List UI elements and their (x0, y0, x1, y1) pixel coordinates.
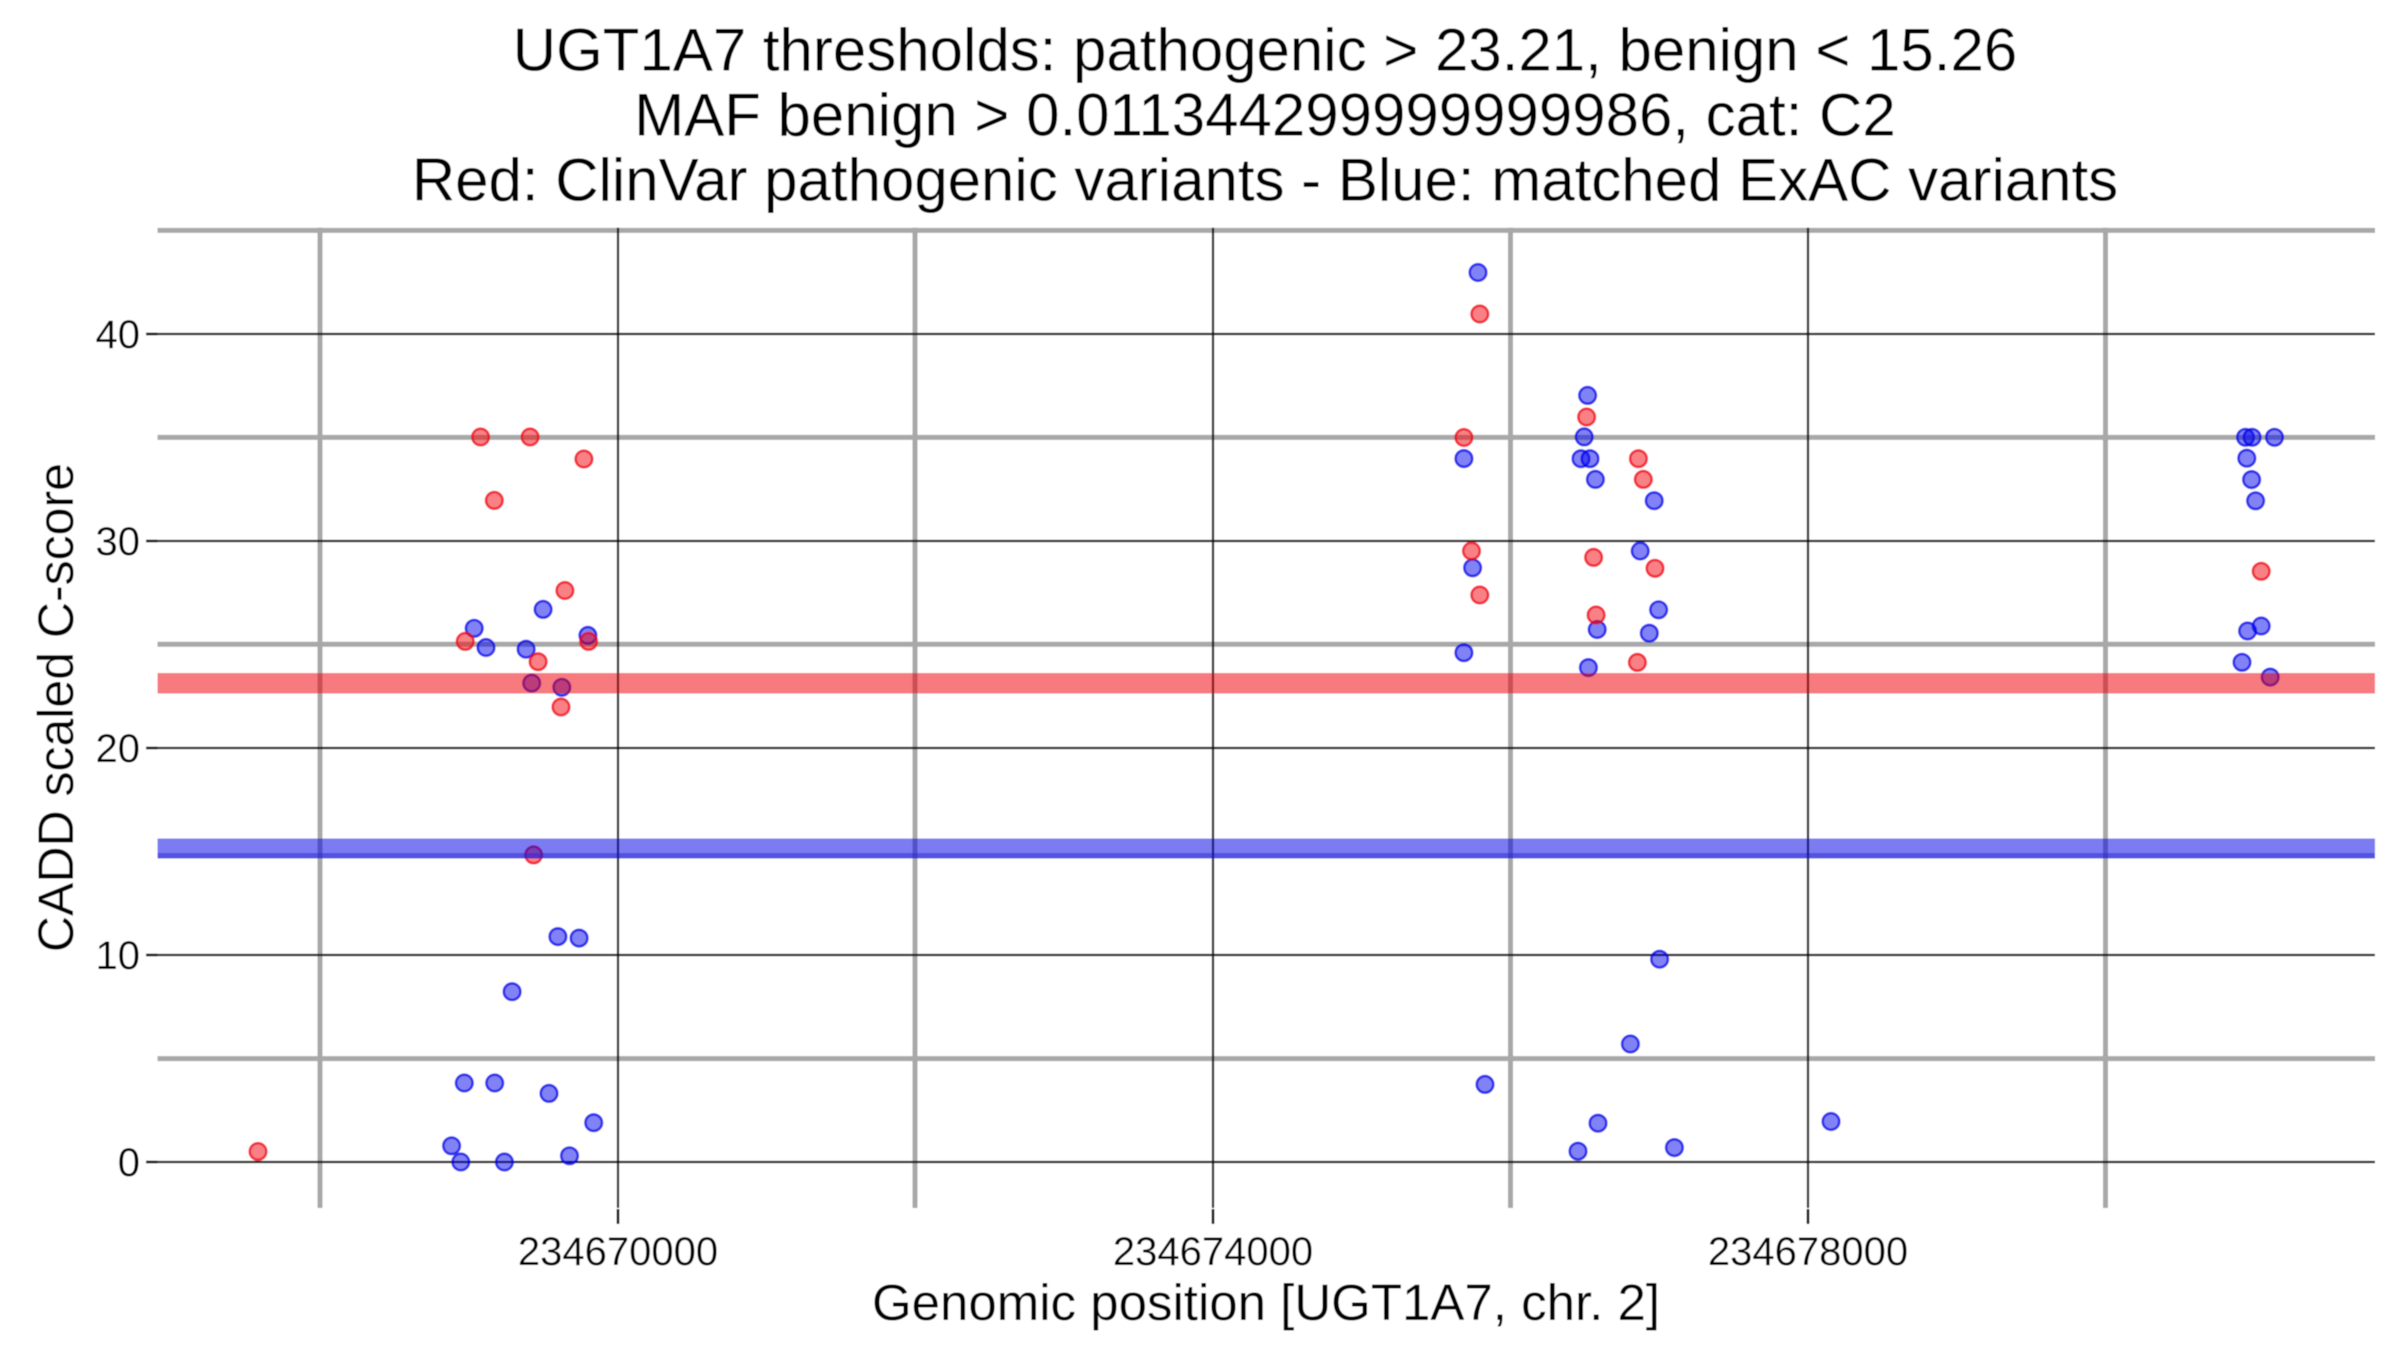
svg-text:234678000: 234678000 (1708, 1230, 1908, 1274)
svg-text:40: 40 (96, 313, 141, 357)
svg-text:30: 30 (96, 520, 141, 564)
svg-text:234674000: 234674000 (1113, 1230, 1313, 1274)
svg-text:Genomic position [UGT1A7, chr.: Genomic position [UGT1A7, chr. 2] (872, 1274, 1660, 1331)
svg-text:UGT1A7 thresholds: pathogenic: UGT1A7 thresholds: pathogenic > 23.21, b… (513, 17, 2017, 84)
svg-text:CADD scaled C-score: CADD scaled C-score (28, 463, 84, 952)
svg-text:234670000: 234670000 (518, 1230, 718, 1274)
svg-text:Red: ClinVar pathogenic varian: Red: ClinVar pathogenic variants - Blue:… (412, 147, 2118, 214)
svg-text:0: 0 (118, 1141, 140, 1185)
svg-text:20: 20 (96, 727, 141, 771)
svg-text:MAF benign > 0.011344299999999: MAF benign > 0.011344299999999986, cat: … (634, 82, 1896, 149)
svg-text:10: 10 (96, 934, 141, 978)
